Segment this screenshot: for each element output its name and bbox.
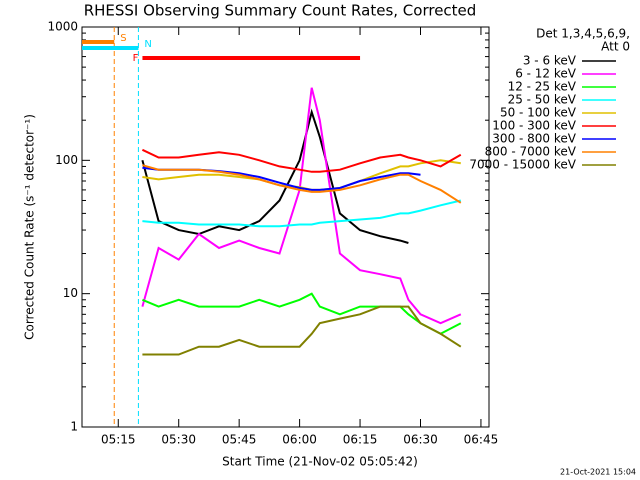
- series-line: [142, 164, 462, 204]
- x-tick-label: 05:15: [101, 433, 136, 447]
- legend-title: Det 1,3,4,5,6,9,: [536, 27, 630, 41]
- y-tick-label: 1000: [47, 20, 78, 34]
- series-line: [141, 108, 409, 244]
- legend-title: Att 0: [601, 40, 630, 54]
- legend-label: 3 - 6 keV: [523, 54, 577, 68]
- legend-label: 12 - 25 keV: [508, 80, 577, 94]
- series-line: [142, 199, 462, 228]
- legend-label: 800 - 7000 keV: [485, 145, 577, 159]
- footer: 21-Oct-2021 15:04: [560, 468, 636, 477]
- series-line: [141, 148, 462, 173]
- legend-label: 300 - 800 keV: [492, 132, 576, 146]
- y-axis-label: Corrected Count Rate (s⁻¹ detector⁻¹): [23, 114, 37, 340]
- series-line: [142, 292, 462, 335]
- y-tick-label: 100: [55, 153, 78, 167]
- y-tick-label: 10: [63, 286, 78, 300]
- x-axis-label: Start Time (21-Nov-02 05:05:42): [222, 455, 418, 469]
- series-line: [142, 305, 462, 356]
- x-tick-label: 06:15: [343, 433, 378, 447]
- flag-label: F: [133, 53, 139, 64]
- x-tick-label: 05:30: [161, 433, 196, 447]
- flag-label: S: [120, 33, 126, 44]
- plot-frame: [81, 26, 490, 428]
- flag-label: N: [144, 39, 151, 50]
- chart-title: RHESSI Observing Summary Count Rates, Co…: [84, 2, 477, 20]
- y-tick-label: 1: [70, 420, 78, 434]
- x-tick-label: 06:30: [403, 433, 438, 447]
- legend-label: 6 - 12 keV: [515, 67, 577, 81]
- x-tick-label: 06:00: [282, 433, 317, 447]
- x-tick-label: 06:45: [464, 433, 499, 447]
- legend-label: 25 - 50 keV: [508, 93, 577, 107]
- series-line: [141, 87, 462, 325]
- legend-label: 50 - 100 keV: [500, 106, 577, 120]
- legend-label: 7000 - 15000 keV: [469, 158, 576, 172]
- x-tick-label: 05:45: [222, 433, 257, 447]
- legend-label: 100 - 300 keV: [492, 119, 576, 133]
